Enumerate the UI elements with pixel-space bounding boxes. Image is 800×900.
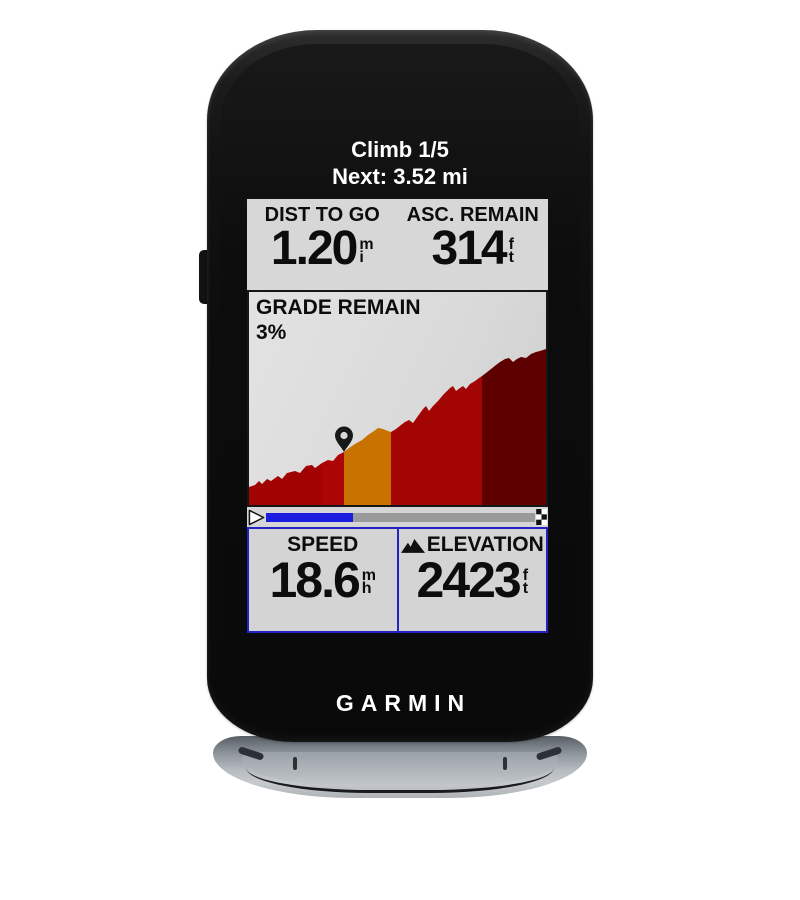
elevation-value: 2423 [416, 552, 521, 608]
climb-progress-bar [247, 507, 548, 527]
bottom-data-fields: SPEED 18.6 m h [247, 527, 548, 633]
speed-value: 18.6 [269, 552, 360, 608]
grade-remain-value: 3% [256, 321, 287, 344]
climb-data-panel: DIST TO GO 1.20 m i ASC. REMAIN 314 [247, 199, 548, 633]
field-elevation[interactable]: ELEVATION 2423 f t [396, 527, 548, 633]
play-triangle-icon [248, 509, 265, 525]
top-data-fields: DIST TO GO 1.20 m i ASC. REMAIN 314 [247, 199, 548, 292]
garmin-logo: GARMIN [335, 690, 472, 716]
garmin-edge-device: Climb 1/5 Next: 3.52 mi DIST TO GO 1.20 … [207, 30, 593, 742]
climb-counter: Climb 1/5 [351, 137, 449, 162]
elevation-unit: f t [522, 566, 529, 597]
progress-fill [266, 512, 354, 522]
asc-remain-unit: f t [508, 235, 514, 266]
dist-to-go-unit: m i [359, 235, 374, 266]
climb-header: Climb 1/5 Next: 3.52 mi [207, 136, 593, 190]
checkered-flag-icon [536, 509, 547, 525]
next-climb-distance: Next: 3.52 mi [332, 164, 468, 189]
dist-to-go-value: 1.20 [270, 222, 358, 275]
device-screen[interactable]: Climb 1/5 Next: 3.52 mi DIST TO GO 1.20 … [207, 30, 593, 742]
climb-profile-chart[interactable]: GRADE REMAIN 3% [247, 292, 548, 507]
speed-label: SPEED [287, 533, 359, 556]
dist-to-go-label: DIST TO GO [264, 204, 380, 226]
mountain-icon [400, 539, 425, 553]
field-speed[interactable]: SPEED 18.6 m h [247, 527, 399, 633]
elevation-profile [249, 349, 546, 505]
field-dist-to-go[interactable]: DIST TO GO 1.20 m i [247, 199, 398, 290]
progress-track [266, 512, 535, 522]
mount-tab-edge [246, 742, 554, 793]
position-pin-icon [335, 426, 353, 452]
elevation-label: ELEVATION [399, 533, 547, 557]
speed-unit: m h [361, 566, 377, 597]
grade-remain-label: GRADE REMAIN [256, 296, 421, 319]
field-asc-remain[interactable]: ASC. REMAIN 314 f t [398, 199, 549, 290]
asc-remain-label: ASC. REMAIN [406, 204, 539, 226]
asc-remain-value: 314 [431, 222, 508, 275]
